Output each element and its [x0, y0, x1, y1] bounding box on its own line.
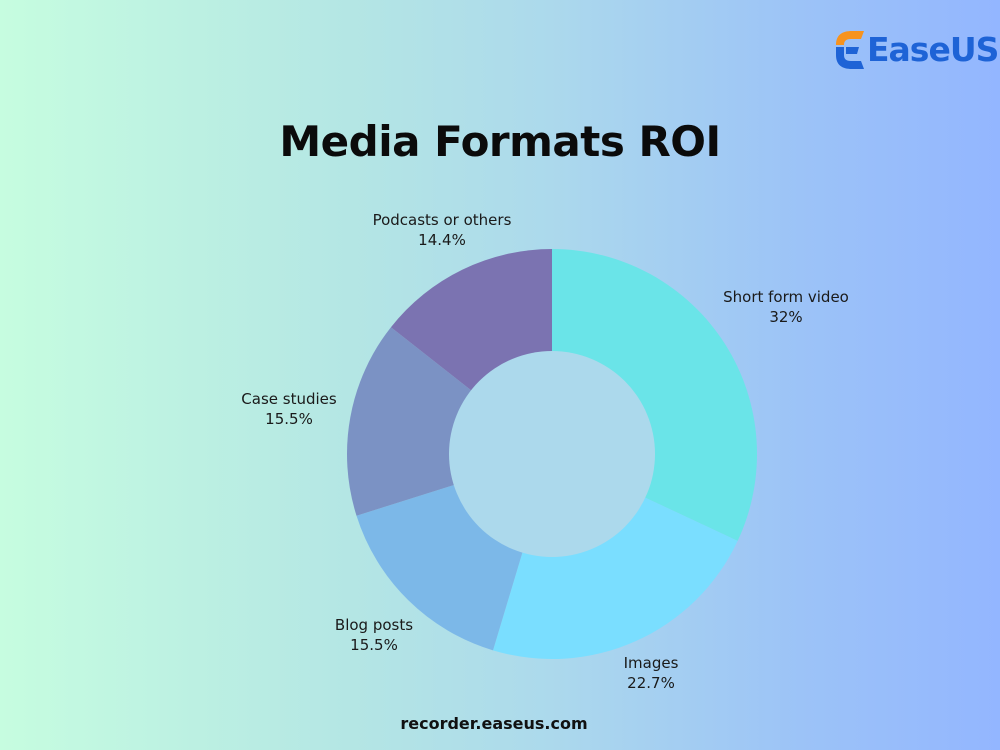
slice-label: Case studies — [241, 390, 337, 408]
logo-mark-top — [836, 31, 864, 45]
logo-mark-bottom — [836, 47, 864, 69]
donut-hole — [449, 351, 655, 557]
slice-value-label: 32% — [769, 308, 802, 326]
chart-title: Media Formats ROI — [279, 117, 721, 166]
slice-labels: Short form video 32% Images 22.7% Blog posts… — [241, 211, 849, 692]
footer-url: recorder.easeus.com — [400, 714, 588, 733]
slice-value-label: 14.4% — [418, 231, 466, 249]
slice-value-label: 15.5% — [350, 636, 398, 654]
slice-label: Podcasts or others — [373, 211, 512, 229]
slice-label: Blog posts — [335, 616, 413, 634]
easeus-logo-mark-icon — [836, 31, 864, 69]
slice-value-label: 22.7% — [627, 674, 675, 692]
slice-label: Short form video — [723, 288, 849, 306]
slice-value-label: 15.5% — [265, 410, 313, 428]
easeus-logo-text: EaseUS — [867, 30, 999, 69]
easeus-logo: EaseUS — [832, 26, 999, 74]
slice-label: Images — [624, 654, 679, 672]
